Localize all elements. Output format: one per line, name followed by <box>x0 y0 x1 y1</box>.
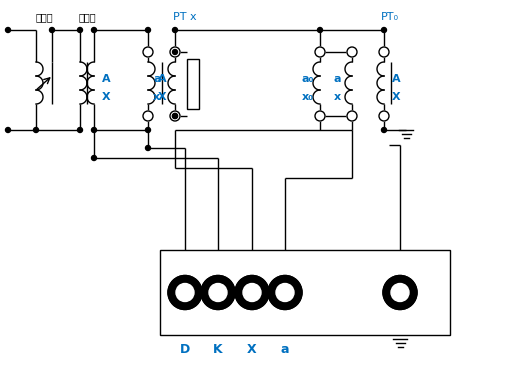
Bar <box>160 250 450 335</box>
Bar <box>187 59 199 109</box>
Circle shape <box>6 27 11 33</box>
Text: PT₀: PT₀ <box>381 12 399 22</box>
Circle shape <box>146 27 151 33</box>
Circle shape <box>91 27 96 33</box>
Circle shape <box>172 27 177 33</box>
Text: X: X <box>392 92 401 102</box>
Circle shape <box>91 128 96 133</box>
Text: a: a <box>281 343 289 356</box>
Circle shape <box>381 27 386 33</box>
Circle shape <box>78 27 83 33</box>
Text: 调压器: 调压器 <box>35 12 53 22</box>
Circle shape <box>391 283 409 301</box>
Circle shape <box>50 27 54 33</box>
Text: a: a <box>153 74 161 84</box>
Circle shape <box>268 276 302 309</box>
Circle shape <box>347 47 357 57</box>
Circle shape <box>315 47 325 57</box>
Circle shape <box>243 283 261 301</box>
Circle shape <box>381 128 386 133</box>
Text: a: a <box>334 74 342 84</box>
Circle shape <box>78 128 83 133</box>
Circle shape <box>209 283 227 301</box>
Text: x₀: x₀ <box>302 92 314 102</box>
Circle shape <box>379 111 389 121</box>
Circle shape <box>146 146 151 150</box>
Text: PT x: PT x <box>173 12 197 22</box>
Text: X: X <box>158 92 167 102</box>
Text: X: X <box>247 343 257 356</box>
Text: 升压器: 升压器 <box>78 12 96 22</box>
Circle shape <box>315 111 325 121</box>
Text: a₀: a₀ <box>302 74 314 84</box>
Text: X: X <box>102 92 111 102</box>
Circle shape <box>91 155 96 160</box>
Text: A: A <box>102 74 111 84</box>
Circle shape <box>276 283 294 301</box>
Circle shape <box>172 114 177 119</box>
Circle shape <box>146 128 151 133</box>
Circle shape <box>176 283 194 301</box>
Text: x: x <box>334 92 341 102</box>
Circle shape <box>347 111 357 121</box>
Text: K: K <box>213 343 223 356</box>
Text: A: A <box>158 74 167 84</box>
Circle shape <box>379 47 389 57</box>
Text: x: x <box>153 92 160 102</box>
Text: A: A <box>392 74 401 84</box>
Circle shape <box>143 111 153 121</box>
Circle shape <box>317 27 322 33</box>
Circle shape <box>33 128 39 133</box>
Text: D: D <box>180 343 190 356</box>
Circle shape <box>235 276 269 309</box>
Circle shape <box>170 47 180 57</box>
Circle shape <box>172 49 177 54</box>
Circle shape <box>172 114 177 119</box>
Circle shape <box>6 128 11 133</box>
Circle shape <box>143 47 153 57</box>
Circle shape <box>201 276 235 309</box>
Circle shape <box>383 276 417 309</box>
Circle shape <box>170 111 180 121</box>
Circle shape <box>168 276 202 309</box>
